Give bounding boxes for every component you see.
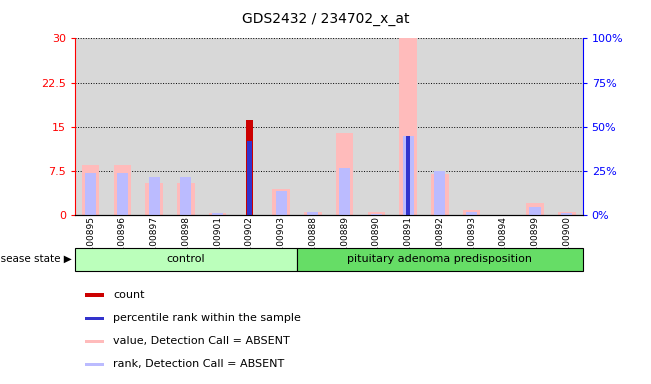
Bar bbox=[431, 174, 449, 215]
Bar bbox=[466, 212, 477, 215]
Bar bbox=[463, 210, 480, 215]
Text: GDS2432 / 234702_x_at: GDS2432 / 234702_x_at bbox=[242, 12, 409, 25]
Bar bbox=[177, 183, 195, 215]
Bar bbox=[247, 141, 252, 215]
Bar bbox=[406, 136, 410, 215]
Bar bbox=[85, 173, 96, 215]
Bar bbox=[272, 189, 290, 215]
Bar bbox=[399, 38, 417, 215]
Bar bbox=[148, 177, 159, 215]
Bar bbox=[275, 192, 286, 215]
Bar bbox=[371, 214, 382, 215]
Bar bbox=[117, 173, 128, 215]
Bar bbox=[180, 177, 191, 215]
Bar bbox=[82, 165, 100, 215]
Bar bbox=[402, 136, 413, 215]
Bar bbox=[529, 207, 540, 215]
Bar bbox=[114, 165, 132, 215]
Bar bbox=[339, 168, 350, 215]
Bar bbox=[85, 362, 104, 366]
Bar bbox=[246, 120, 253, 215]
Bar bbox=[85, 316, 104, 320]
Bar bbox=[558, 212, 575, 215]
Bar bbox=[526, 203, 544, 215]
Text: rank, Detection Call = ABSENT: rank, Detection Call = ABSENT bbox=[113, 359, 284, 369]
Bar bbox=[434, 171, 445, 215]
Bar bbox=[368, 212, 385, 215]
Text: pituitary adenoma predisposition: pituitary adenoma predisposition bbox=[348, 254, 533, 264]
Text: disease state ▶: disease state ▶ bbox=[0, 254, 72, 264]
Text: value, Detection Call = ABSENT: value, Detection Call = ABSENT bbox=[113, 336, 290, 346]
Bar bbox=[145, 183, 163, 215]
Text: control: control bbox=[167, 254, 205, 264]
Bar bbox=[297, 248, 583, 271]
Bar bbox=[212, 213, 223, 215]
Bar bbox=[307, 212, 318, 215]
Bar bbox=[304, 212, 322, 215]
Text: percentile rank within the sample: percentile rank within the sample bbox=[113, 313, 301, 323]
Bar bbox=[209, 213, 227, 215]
Bar bbox=[561, 213, 572, 215]
Bar bbox=[85, 293, 104, 297]
Bar bbox=[336, 132, 353, 215]
Bar bbox=[75, 248, 297, 271]
Bar bbox=[85, 339, 104, 343]
Text: count: count bbox=[113, 290, 145, 300]
